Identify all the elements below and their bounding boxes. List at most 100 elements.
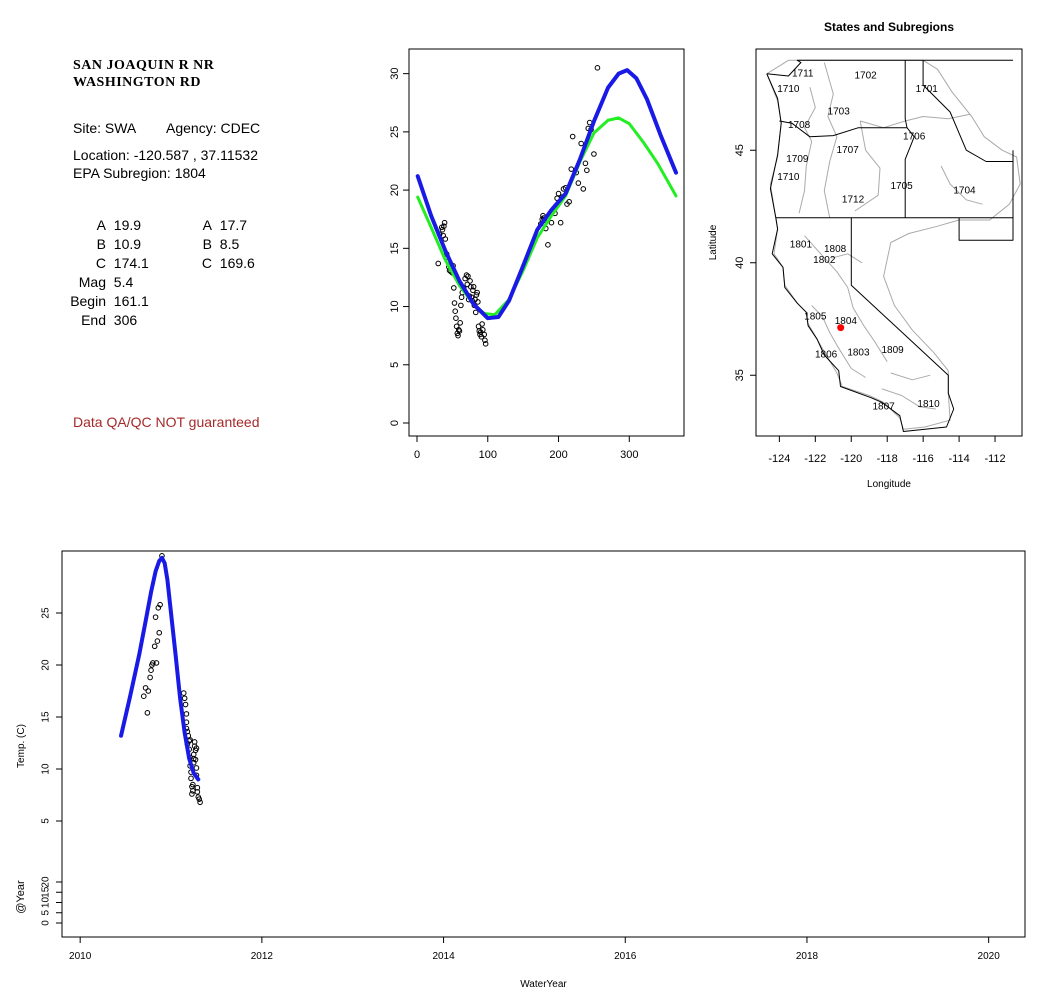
data-point	[580, 186, 587, 192]
data-point	[193, 745, 200, 751]
y-tick-label: 25	[389, 126, 401, 138]
data-point	[555, 190, 562, 197]
data-point	[582, 160, 589, 167]
data-point	[479, 321, 485, 327]
param-row: B 10.9	[60, 235, 149, 254]
region-label: 1704	[953, 185, 976, 196]
subregion-boundary	[890, 372, 931, 381]
subregion-boundary	[811, 305, 866, 378]
x-tick-label: 100	[479, 449, 497, 461]
subregion-boundary	[940, 165, 983, 205]
y-tick-label: 0	[389, 420, 401, 426]
y-tick-label: 30	[389, 68, 401, 80]
y-tick-label: 5	[389, 362, 401, 368]
data-point	[439, 226, 446, 233]
data-point	[189, 791, 195, 797]
state-boundary	[779, 120, 915, 218]
data-point	[458, 294, 465, 301]
param-label: Begin	[70, 293, 106, 309]
y-tick-label: 15	[41, 711, 52, 723]
x-tick-label: 2010	[69, 951, 92, 962]
y-tick-label: 15	[389, 242, 401, 254]
data-point	[154, 638, 161, 644]
params-right: A 17.7 B 8.5 C 169.6	[190, 216, 255, 273]
data-point	[481, 331, 488, 338]
region-label: 1710	[777, 172, 800, 183]
data-point	[475, 299, 481, 305]
y-tick-label: 25	[41, 607, 52, 619]
data-point	[594, 65, 601, 71]
data-point	[190, 755, 197, 762]
region-label: 1703	[828, 107, 851, 118]
x-tick-label: -120	[840, 453, 862, 465]
data-point	[442, 236, 449, 242]
data-point	[584, 167, 590, 174]
map-title: States and Subregions	[824, 20, 954, 34]
data-point	[194, 789, 201, 795]
state-boundary	[904, 60, 908, 128]
data-point	[482, 341, 489, 347]
location-label: Location: -120.587 , 37.11532	[73, 147, 259, 163]
region-label: 1706	[903, 131, 926, 142]
region-label: 1808	[824, 244, 847, 255]
x-tick-label: -122	[804, 453, 826, 465]
qa-note: Data QA/QC NOT guaranteed	[73, 414, 260, 430]
param-row: A 17.7	[190, 216, 255, 235]
param-value: 306	[113, 312, 138, 328]
region-label: 1705	[890, 181, 913, 192]
data-point	[156, 629, 163, 636]
state-boundary	[766, 73, 955, 432]
x-tick-label: -116	[913, 453, 934, 465]
subregion-boundary	[881, 388, 936, 410]
y-tick-label: 45	[734, 144, 746, 156]
y-tick-label: 40	[734, 257, 746, 269]
x-axis-label: WaterYear	[520, 979, 567, 990]
x-tick-label: -118	[877, 453, 898, 465]
data-point	[196, 796, 202, 802]
param-row: Mag 5.4	[60, 273, 149, 292]
data-point	[435, 260, 442, 267]
data-point	[152, 614, 159, 620]
data-point	[472, 309, 479, 316]
x-tick-label: 2012	[251, 951, 274, 962]
data-point	[188, 775, 194, 782]
data-point	[183, 711, 190, 717]
param-label: A	[202, 217, 212, 233]
param-value: 17.7	[219, 217, 248, 233]
data-point	[575, 180, 582, 186]
param-value: 161.1	[113, 293, 149, 309]
region-label: 1809	[881, 345, 904, 356]
data-point	[457, 320, 463, 326]
data-point	[451, 300, 458, 306]
data-point	[190, 781, 196, 788]
data-point	[557, 219, 564, 226]
data-point	[450, 285, 457, 291]
state-boundary	[958, 161, 1014, 241]
subregion-label: EPA Subregion: 1804	[73, 165, 206, 181]
plot-frame	[408, 48, 685, 437]
param-value: 8.5	[219, 236, 240, 252]
data-point	[182, 701, 189, 708]
data-point	[453, 315, 459, 321]
y-tick-label: 20	[389, 184, 401, 196]
y-tick-label: 10	[41, 763, 52, 775]
x-tick-label: 2018	[796, 951, 819, 962]
region-label: 1804	[835, 316, 858, 327]
param-label: A	[96, 217, 106, 233]
data-point	[545, 242, 551, 248]
y-tick-label: 10	[389, 300, 401, 312]
y2-tick-label: 20	[41, 876, 52, 888]
data-point	[476, 328, 483, 334]
region-label: 1810	[917, 399, 940, 410]
region-label: 1803	[847, 347, 870, 358]
y2-axis-label: @Year	[15, 880, 27, 914]
param-label: C	[201, 255, 212, 271]
x-tick-label: 300	[620, 449, 638, 461]
x-axis-label: Longitude	[867, 479, 911, 490]
data-point	[568, 166, 575, 172]
x-tick-label: -114	[948, 453, 969, 465]
region-label: 1701	[916, 84, 939, 95]
region-label: 1806	[815, 350, 838, 361]
site-label: Site: SWA	[73, 120, 137, 136]
map-frame	[755, 48, 1023, 437]
